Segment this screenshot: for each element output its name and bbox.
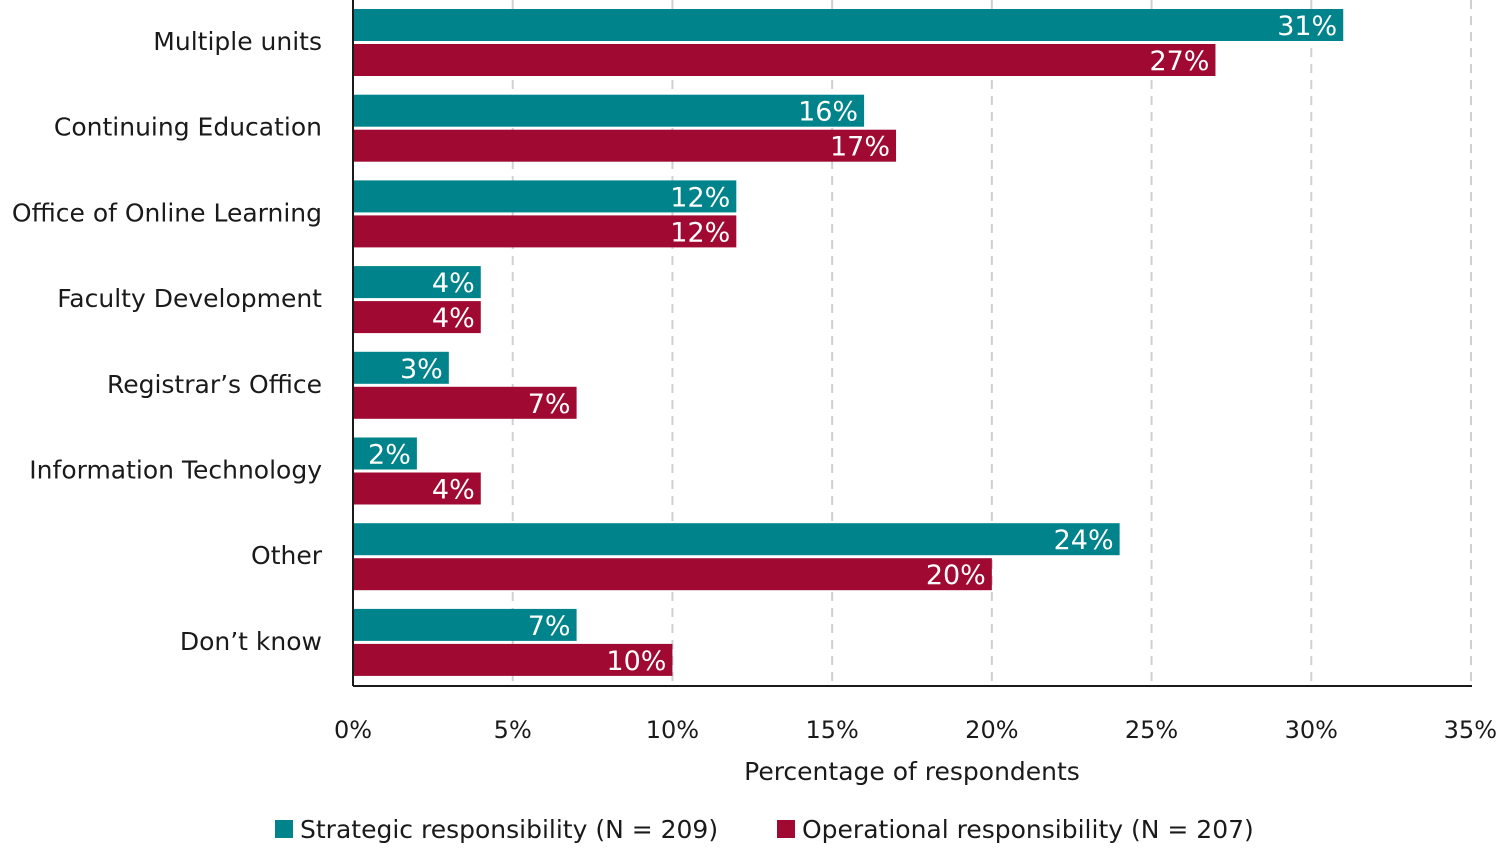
x-tick-label: 15% <box>805 716 858 744</box>
category-label: Office of Online Learning <box>12 198 322 227</box>
bar-operational <box>353 558 992 591</box>
bar-operational <box>353 215 737 248</box>
bar-value-label: 12% <box>670 217 730 248</box>
bar-strategic <box>353 9 1344 41</box>
x-tick-label: 0% <box>334 716 372 744</box>
legend: Strategic responsibility (N = 209) Operat… <box>275 815 1254 844</box>
legend-label-operational: Operational responsibility (N = 207) <box>802 815 1254 844</box>
x-tick-label: 5% <box>494 716 532 744</box>
bar-strategic <box>353 180 737 213</box>
x-tick-label: 25% <box>1125 716 1178 744</box>
x-tick-label: 30% <box>1285 716 1338 744</box>
bar-value-label: 17% <box>830 132 890 163</box>
x-tick-label: 10% <box>646 716 699 744</box>
bar-strategic <box>353 437 417 470</box>
x-tick-label: 20% <box>965 716 1018 744</box>
axes <box>352 0 1472 687</box>
bar-value-labels: 31% 27% 16% 17% 12% 12% 4% 4% 3% 7% 2% 4% 24% 20% 7% 10… <box>368 11 1337 677</box>
bar-value-label: 12% <box>670 182 730 213</box>
bar-operational <box>353 386 577 419</box>
bar-strategic <box>353 351 449 384</box>
bar-value-label: 20% <box>926 560 986 591</box>
bar-value-label: 24% <box>1054 525 1114 556</box>
bar-operational <box>353 472 481 505</box>
x-axis-title: Percentage of respondents <box>744 757 1080 786</box>
category-label: Multiple units <box>153 27 322 56</box>
x-tick-labels: 0% 5% 10% 15% 20% 25% 30% 35% <box>334 716 1497 744</box>
legend-swatch-strategic <box>275 820 293 838</box>
bar-value-label: 3% <box>400 354 443 385</box>
bar-value-label: 4% <box>432 268 475 299</box>
bar-strategic <box>353 94 865 127</box>
category-labels: Multiple units Continuing Education Office… <box>12 27 323 656</box>
bar-value-label: 27% <box>1149 46 1209 77</box>
category-label: Information Technology <box>29 456 322 485</box>
bar-strategic <box>353 523 1120 556</box>
bar-strategic <box>353 266 481 299</box>
legend-label-strategic: Strategic responsibility (N = 209) <box>300 815 718 844</box>
bar-value-label: 2% <box>368 440 411 471</box>
bar-strategic <box>353 608 577 641</box>
bar-value-label: 16% <box>798 97 858 128</box>
bar-operational <box>353 129 897 162</box>
x-tick-label: 35% <box>1444 716 1497 744</box>
bar-value-label: 7% <box>528 611 571 642</box>
category-label: Registrar’s Office <box>107 370 322 399</box>
bar-operational <box>353 301 481 334</box>
category-label: Don’t know <box>180 627 322 656</box>
bars <box>353 9 1344 676</box>
bar-value-label: 4% <box>432 475 475 506</box>
bar-value-label: 7% <box>528 389 571 420</box>
bar-operational <box>353 44 1216 76</box>
bar-value-label: 10% <box>606 646 666 677</box>
category-label: Continuing Education <box>54 113 322 142</box>
bar-operational <box>353 643 673 676</box>
legend-swatch-operational <box>777 820 795 838</box>
bar-value-label: 4% <box>432 303 475 334</box>
bar-value-label: 31% <box>1277 11 1337 42</box>
category-label: Faculty Development <box>57 284 322 313</box>
category-label: Other <box>251 541 323 570</box>
